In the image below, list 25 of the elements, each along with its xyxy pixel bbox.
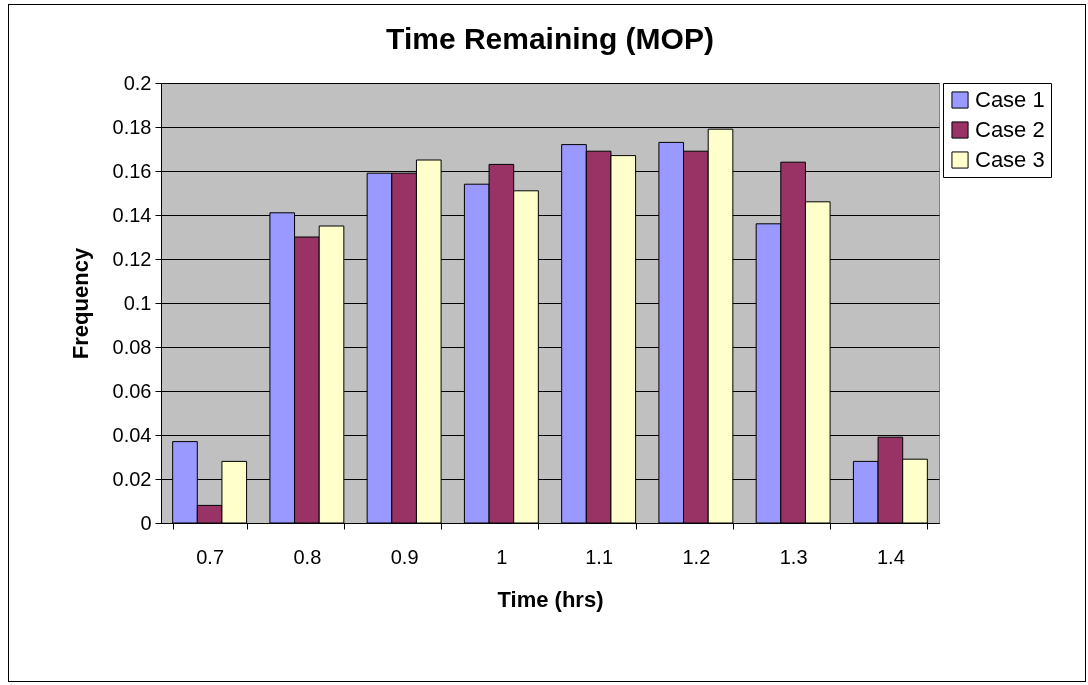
x-tick-label: 0.9: [390, 545, 419, 568]
y-tick-label: 0.02: [112, 467, 152, 490]
legend-label: Case 3: [975, 147, 1045, 172]
x-tick-label: 0.7: [196, 545, 225, 568]
x-tick-label: 1.1: [585, 545, 614, 568]
y-tick-label: 0.08: [112, 335, 152, 358]
legend-label: Case 2: [975, 117, 1045, 142]
legend-label: Case 1: [975, 87, 1045, 112]
y-tick-label: 0.14: [112, 203, 152, 226]
y-tick-label: 0.18: [112, 115, 152, 138]
y-axis-title: Frequency: [67, 247, 93, 360]
y-tick-label: 0: [140, 511, 152, 534]
x-tick-label: 1: [496, 545, 508, 568]
y-tick-label: 0.12: [112, 247, 152, 270]
x-axis-title: Time (hrs): [497, 586, 604, 612]
x-tick-label: 0.8: [293, 545, 322, 568]
y-tick-label: 0.06: [112, 379, 152, 402]
y-tick-label: 0.2: [123, 71, 152, 94]
y-tick-label: 0.1: [123, 291, 152, 314]
y-tick-label: 0.16: [112, 159, 152, 182]
x-tick-label: 1.3: [779, 545, 808, 568]
chart-title: Time Remaining (MOP): [386, 22, 714, 55]
x-tick-label: 1.2: [682, 545, 711, 568]
y-tick-label: 0.04: [112, 423, 152, 446]
x-tick-label: 1.4: [876, 545, 905, 568]
